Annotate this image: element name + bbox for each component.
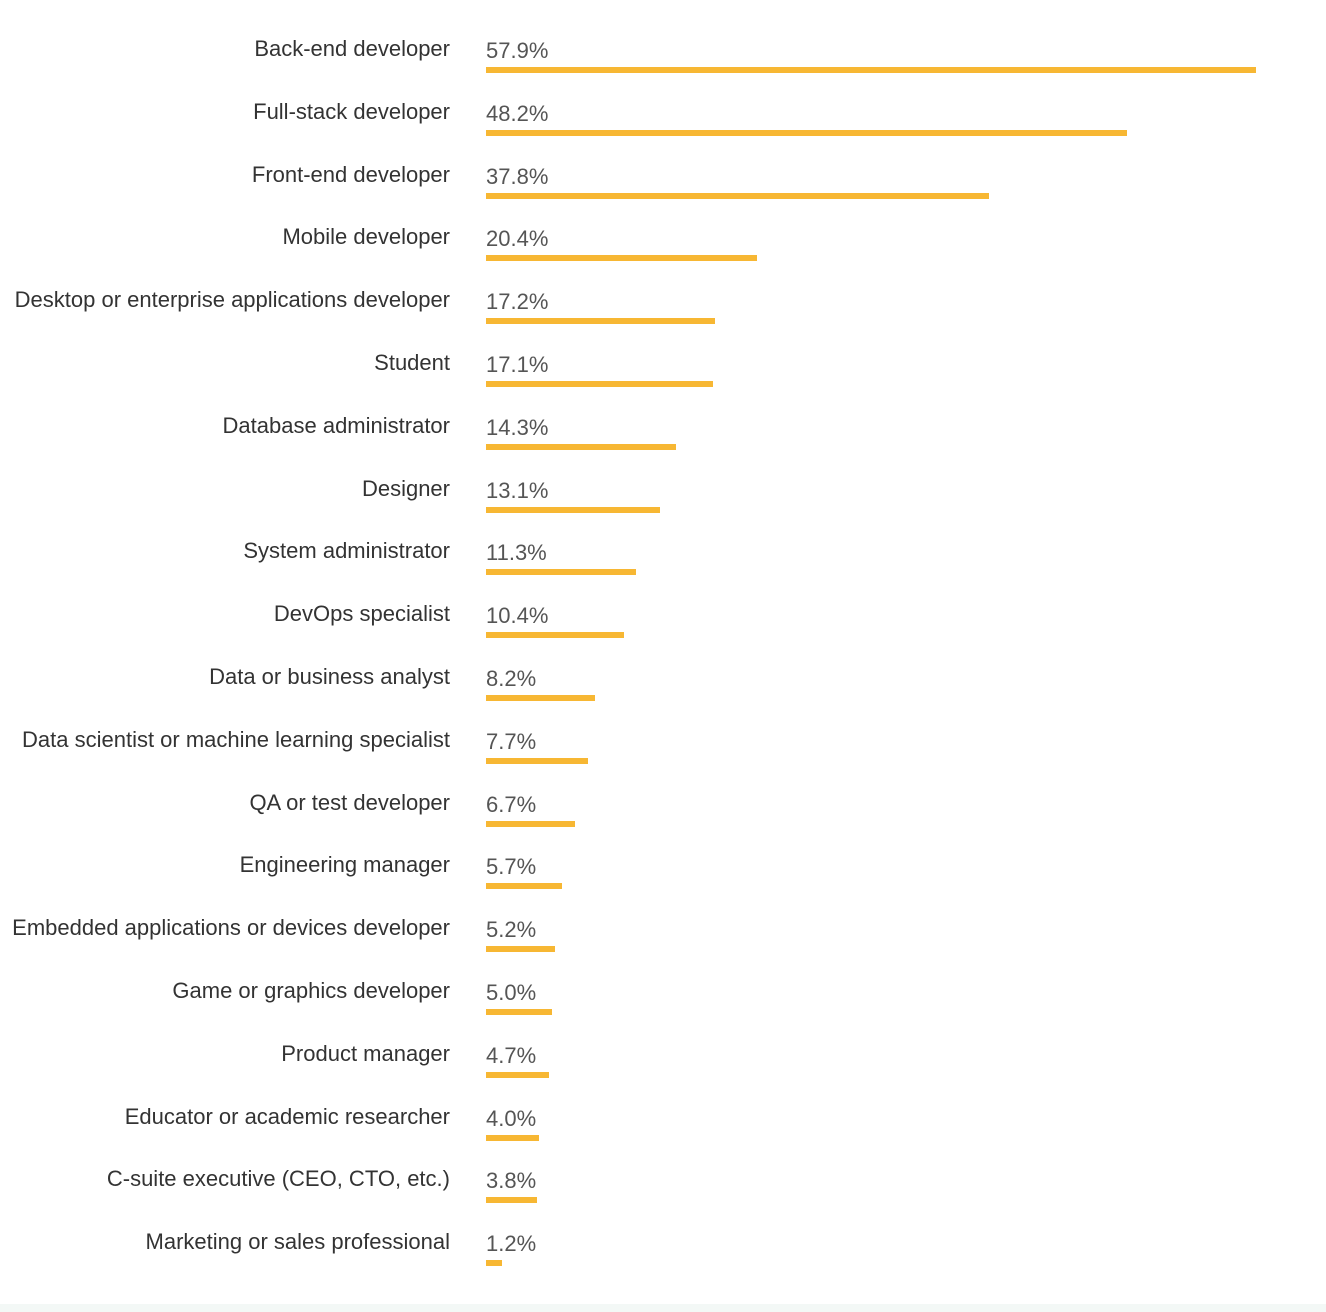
category-label: Embedded applications or devices develop… xyxy=(12,915,450,940)
bar xyxy=(486,946,555,952)
bar-row: Desktop or enterprise applications devel… xyxy=(0,289,1326,351)
value-label: 17.2% xyxy=(486,289,549,314)
value-label: 10.4% xyxy=(486,603,549,628)
bar xyxy=(486,255,757,261)
bar-row: Back-end developer 57.9% xyxy=(0,38,1326,100)
bar xyxy=(486,1135,539,1141)
bar xyxy=(486,821,575,827)
bar-row: Full-stack developer 48.2% xyxy=(0,101,1326,163)
value-label: 11.3% xyxy=(486,540,547,565)
bar xyxy=(486,695,595,701)
category-label: Product manager xyxy=(281,1041,450,1066)
bottom-strip xyxy=(0,1304,1326,1312)
bar xyxy=(486,67,1256,73)
value-label: 48.2% xyxy=(486,101,549,126)
value-label: 13.1% xyxy=(486,478,549,503)
category-label: DevOps specialist xyxy=(273,601,450,626)
bar-row: Product manager 4.7% xyxy=(0,1043,1326,1105)
bar-row: Data or business analyst 8.2% xyxy=(0,666,1326,728)
value-label: 1.2% xyxy=(486,1231,537,1256)
bar-row: Educator or academic researcher 4.0% xyxy=(0,1106,1326,1168)
bar xyxy=(486,883,562,889)
value-label: 8.2% xyxy=(486,666,537,691)
value-label: 3.8% xyxy=(486,1168,537,1193)
bar xyxy=(486,1072,549,1078)
value-label: 4.7% xyxy=(486,1043,537,1068)
bar xyxy=(486,507,660,513)
value-label: 5.0% xyxy=(486,980,537,1005)
value-label: 6.7% xyxy=(486,792,537,817)
value-label: 5.2% xyxy=(486,917,537,942)
bar-row: Front-end developer 37.8% xyxy=(0,164,1326,226)
bar xyxy=(486,1260,502,1266)
bar xyxy=(486,381,713,387)
bar xyxy=(486,1197,537,1203)
bar-row: Marketing or sales professional 1.2% xyxy=(0,1231,1326,1293)
category-label: Front-end developer xyxy=(251,162,450,187)
bar-row: Game or graphics developer 5.0% xyxy=(0,980,1326,1042)
bar xyxy=(486,569,636,575)
bar xyxy=(486,1009,552,1015)
bar-row: Embedded applications or devices develop… xyxy=(0,917,1326,979)
category-label: Mobile developer xyxy=(282,224,450,249)
bar-row: Data scientist or machine learning speci… xyxy=(0,729,1326,791)
value-label: 17.1% xyxy=(486,352,549,377)
category-label: Student xyxy=(374,350,450,375)
category-label: C-suite executive (CEO, CTO, etc.) xyxy=(106,1166,450,1191)
category-label: Designer xyxy=(361,476,450,501)
bar-row: DevOps specialist 10.4% xyxy=(0,603,1326,665)
bar-row: QA or test developer 6.7% xyxy=(0,792,1326,854)
bar-row: Designer 13.1% xyxy=(0,478,1326,540)
bar xyxy=(486,318,715,324)
bar xyxy=(486,758,588,764)
category-label: Full-stack developer xyxy=(253,99,450,124)
category-label: Game or graphics developer xyxy=(172,978,450,1003)
bar-row: System administrator 11.3% xyxy=(0,540,1326,602)
value-label: 4.0% xyxy=(486,1106,537,1131)
value-label: 5.7% xyxy=(486,854,537,879)
category-label: Engineering manager xyxy=(239,852,450,877)
category-label: Database administrator xyxy=(222,413,450,438)
value-label: 57.9% xyxy=(486,38,549,63)
category-label: Data scientist or machine learning speci… xyxy=(22,727,450,752)
bar xyxy=(486,444,676,450)
value-label: 7.7% xyxy=(486,729,537,754)
bar-row: C-suite executive (CEO, CTO, etc.) 3.8% xyxy=(0,1168,1326,1230)
category-label: System administrator xyxy=(243,538,450,563)
category-label: Marketing or sales professional xyxy=(145,1229,450,1254)
category-label: Desktop or enterprise applications devel… xyxy=(14,287,450,312)
category-label: Back-end developer xyxy=(254,36,450,61)
category-label: Educator or academic researcher xyxy=(124,1104,450,1129)
bar-row: Engineering manager 5.7% xyxy=(0,854,1326,916)
value-label: 20.4% xyxy=(486,226,549,251)
bar xyxy=(486,632,624,638)
bar-row: Student 17.1% xyxy=(0,352,1326,414)
value-label: 37.8% xyxy=(486,164,549,189)
category-label: QA or test developer xyxy=(249,790,450,815)
bar-row: Mobile developer 20.4% xyxy=(0,226,1326,288)
bar xyxy=(486,130,1127,136)
bar xyxy=(486,193,989,199)
category-label: Data or business analyst xyxy=(209,664,450,689)
bar-row: Database administrator 14.3% xyxy=(0,415,1326,477)
value-label: 14.3% xyxy=(486,415,549,440)
